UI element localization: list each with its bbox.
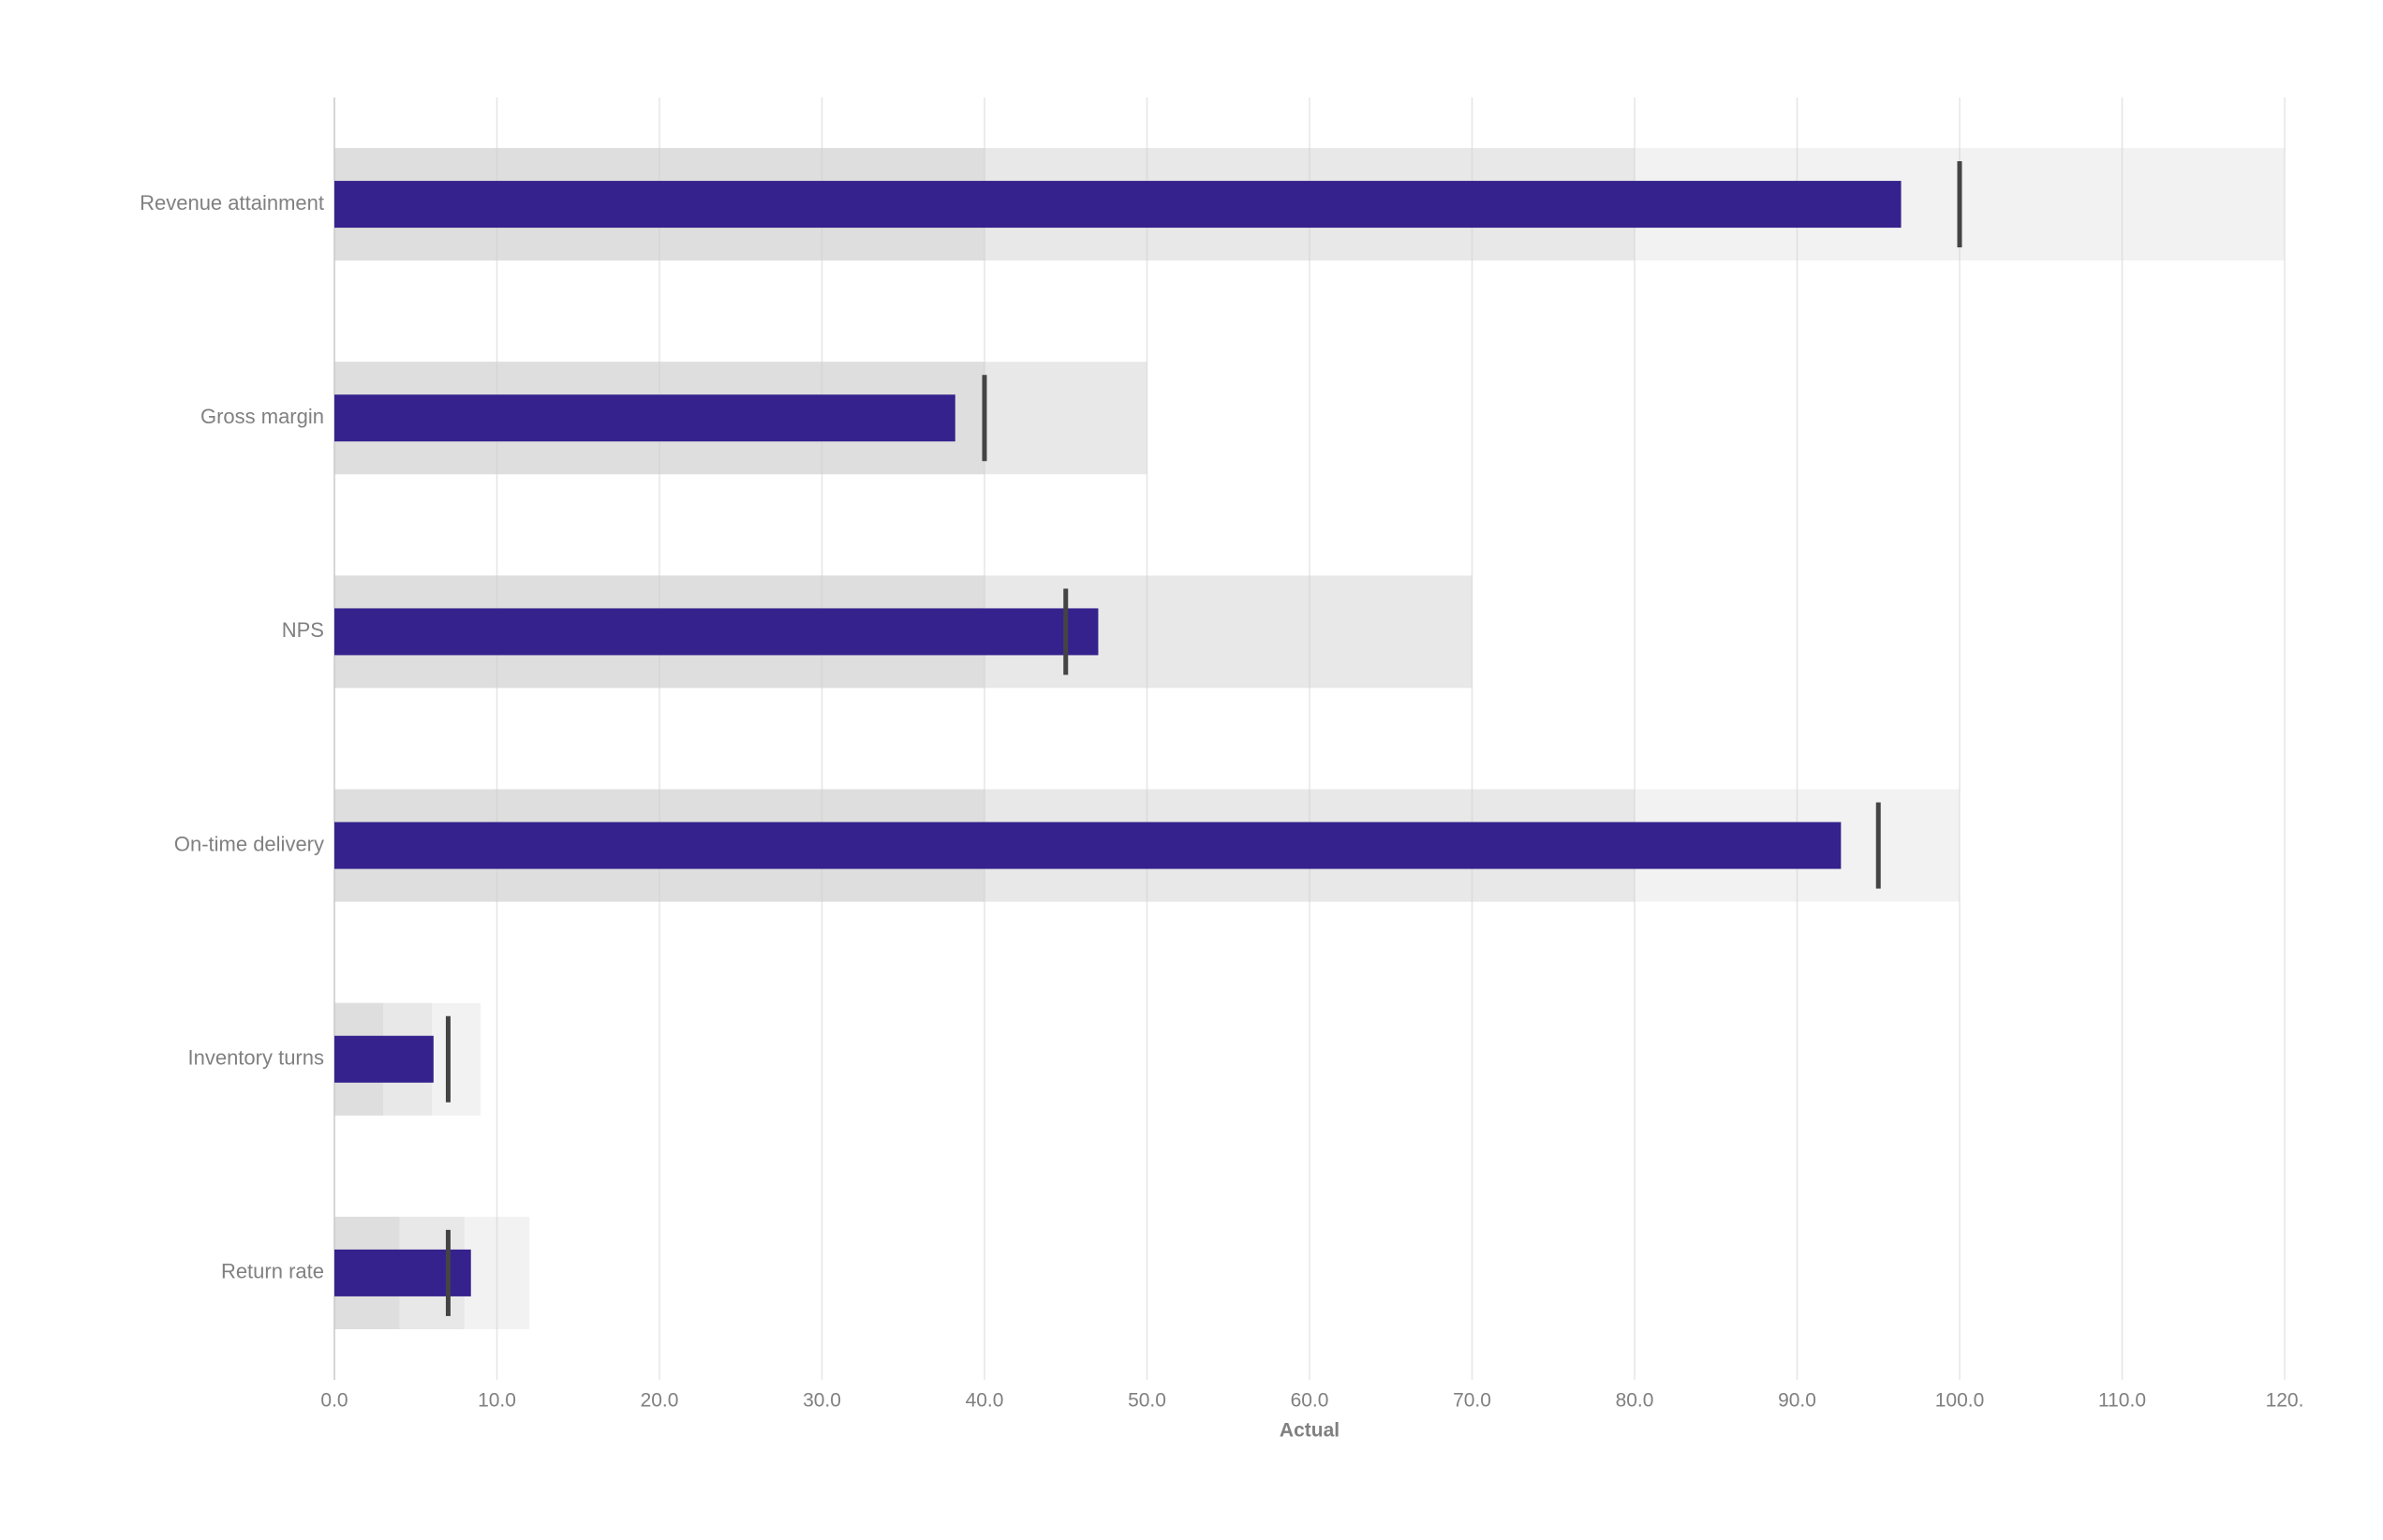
bar [334,394,955,442]
x-tick-label: 90.0 [1778,1390,1816,1412]
marks: 0.0 10.0 20.0 30.0 40.0 50.0 60.0 70.0 80.0 90.0 1… [140,161,2304,1412]
x-tick-label: 70.0 [1453,1390,1491,1412]
category-label: Revenue attainment [140,191,324,215]
x-tick-label: 30.0 [803,1390,841,1412]
grid [333,97,2286,1380]
x-axis-label: Actual [1280,1420,1340,1442]
category-label: NPS [282,618,324,642]
bar [334,608,1099,656]
target-marker [982,375,987,462]
category-label: On-time delivery [174,832,324,855]
target-marker [1875,802,1881,889]
category-label: Gross margin [200,405,324,428]
x-tick-label: 20.0 [641,1390,679,1412]
bar [334,181,1902,229]
target-marker [1063,588,1069,675]
bar [334,1035,434,1083]
bar [334,822,1842,869]
target-marker [1957,161,1962,248]
x-tick-label: 60.0 [1291,1390,1329,1412]
x-tick-label: 10.0 [478,1390,516,1412]
target-marker [445,1229,451,1316]
category-label: Return rate [221,1260,324,1283]
x-tick-label: 110.0 [2098,1390,2146,1412]
x-tick-label: 80.0 [1616,1390,1654,1412]
category-label: Inventory turns [187,1046,324,1070]
target-marker [445,1015,451,1103]
x-tick-label: 100.0 [1935,1390,1985,1412]
x-tick-label: 120. [2266,1390,2304,1412]
x-tick-label: 0.0 [320,1390,348,1412]
x-tick-label: 40.0 [966,1390,1004,1412]
x-tick-label: 50.0 [1128,1390,1166,1412]
